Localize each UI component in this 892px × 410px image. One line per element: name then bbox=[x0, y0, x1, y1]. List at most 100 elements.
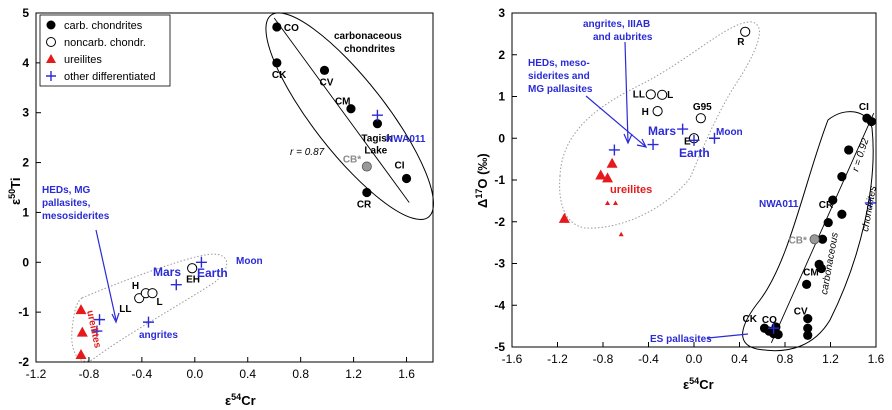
left-heds-label-2: pallasites, bbox=[42, 198, 91, 209]
left-y-tick-label: 5 bbox=[22, 6, 29, 20]
point-label: R bbox=[737, 37, 745, 48]
point-label: CB* bbox=[789, 235, 807, 246]
right-x-tick-label: -1.2 bbox=[547, 352, 568, 366]
heds-arrow bbox=[95, 229, 117, 321]
ureilite-point bbox=[595, 169, 607, 180]
left-plot-frame bbox=[35, 12, 434, 363]
left-x-tick-label: 0.8 bbox=[292, 367, 309, 381]
right-ureilites-label: ureilites bbox=[610, 184, 652, 196]
es-pallasites-arrow bbox=[707, 333, 749, 339]
right-angrites-label-1: angrites, IIIAB bbox=[583, 19, 650, 30]
left-heds-label-3: mesosiderites bbox=[42, 211, 110, 222]
point-label: CO bbox=[762, 315, 777, 326]
carb-chondrite-point bbox=[837, 209, 847, 219]
heds-arrow-head bbox=[636, 138, 648, 148]
differentiated-point bbox=[708, 132, 720, 144]
left-y-tick-label: -2 bbox=[18, 355, 29, 369]
ureilite-point bbox=[75, 304, 87, 315]
carb-chondrite-point bbox=[272, 22, 282, 32]
point-label: EH bbox=[186, 274, 200, 285]
left-y-axis-title: ε50Ti bbox=[7, 177, 23, 205]
ureilite-point bbox=[75, 349, 87, 360]
left-angrites-label: angrites bbox=[139, 330, 178, 341]
right-y-tick-label: 0 bbox=[498, 131, 505, 145]
left-carbonaceous-label-2: chondrites bbox=[344, 44, 396, 55]
right-es-pallasites-label: ES pallasites bbox=[650, 334, 712, 345]
differentiated-point bbox=[91, 325, 103, 337]
right-y-tick-label: -3 bbox=[494, 257, 505, 271]
carb-chondrite-point bbox=[823, 217, 833, 228]
differentiated-point bbox=[170, 279, 182, 291]
point-label: CM bbox=[335, 97, 351, 108]
left-x-tick-label: 0.4 bbox=[239, 367, 256, 381]
legend-marker-other bbox=[46, 71, 56, 81]
right-y-tick-label: -2 bbox=[494, 215, 505, 229]
ureilite-point-small bbox=[618, 231, 624, 237]
right-x-tick-label: -1.6 bbox=[502, 352, 523, 366]
right-nwa-label: NWA011 bbox=[759, 199, 799, 210]
carb-chondrite-point bbox=[401, 173, 412, 184]
legend-marker-carb bbox=[46, 20, 56, 30]
right-x-axis-title: ε54Cr bbox=[683, 376, 714, 392]
point-label: CK bbox=[743, 314, 758, 325]
differentiated-point bbox=[768, 322, 780, 334]
carb-chondrite-point bbox=[817, 234, 828, 244]
carb-chondrite-point bbox=[803, 314, 813, 324]
right-x-tick-label: 0.8 bbox=[777, 352, 794, 366]
point-label: H bbox=[642, 107, 649, 118]
carb-chondrite-point bbox=[803, 323, 813, 333]
point-label: CK bbox=[272, 70, 287, 81]
differentiated-point bbox=[142, 316, 154, 328]
cb-chondrite-point bbox=[361, 161, 372, 172]
left-data-points bbox=[75, 22, 412, 360]
carb-chondrite-point bbox=[773, 329, 783, 340]
right-x-tick-label: -0.8 bbox=[593, 352, 614, 366]
point-label: CI bbox=[395, 161, 405, 172]
point-label: LL bbox=[633, 89, 645, 100]
differentiated-point bbox=[688, 134, 700, 146]
left-nwa-label: NWA011 bbox=[386, 134, 426, 145]
left-heds-label-1: HEDs, MG bbox=[42, 185, 91, 196]
left-y-tick-label: 4 bbox=[22, 56, 29, 70]
left-field-outlines bbox=[71, 12, 434, 362]
ureilite-point bbox=[76, 326, 88, 337]
differentiated-point bbox=[677, 123, 689, 135]
left-legend: carb. chondrites noncarb. chondr. ureili… bbox=[39, 14, 171, 87]
carb-chondrite-point bbox=[866, 116, 877, 127]
left-moon-label: Moon bbox=[236, 256, 263, 267]
point-label: CV bbox=[319, 77, 333, 88]
right-field-outlines bbox=[559, 21, 875, 352]
differentiated-point bbox=[647, 139, 659, 151]
differentiated-point bbox=[608, 144, 620, 156]
left-y-tick-label: 1 bbox=[22, 205, 29, 219]
left-x-tick-label: 1.2 bbox=[345, 367, 362, 381]
differentiated-point bbox=[94, 314, 106, 326]
cb-chondrite-point bbox=[809, 234, 820, 245]
noncarb-chondrite-point bbox=[187, 263, 198, 274]
right-y-tick-label: 1 bbox=[498, 90, 505, 104]
regression-line bbox=[770, 113, 875, 344]
right-x-tick-label: 0.4 bbox=[731, 352, 748, 366]
carb-chondrite-point bbox=[362, 187, 372, 198]
differentiated-point bbox=[195, 256, 207, 268]
right-data-points bbox=[558, 26, 877, 340]
point-label: CO bbox=[284, 23, 299, 34]
left-earth-label: Earth bbox=[197, 266, 228, 280]
right-y-axis-title: Δ17O (‰) bbox=[474, 153, 490, 208]
noncarb-chondrite-point bbox=[652, 106, 663, 117]
right-mars-label: Mars bbox=[648, 124, 676, 138]
noncarb-chondrite-point bbox=[147, 288, 158, 299]
inner-solar-system-field bbox=[71, 253, 228, 362]
noncarb-chondrite-point bbox=[695, 113, 706, 124]
carb-chondrite-point bbox=[346, 104, 356, 114]
ureilite-point-small bbox=[613, 200, 619, 205]
angrites-arrow bbox=[624, 41, 629, 143]
right-y-tick-label: 3 bbox=[498, 6, 505, 20]
carbonaceous-chondrites-field bbox=[742, 111, 874, 352]
carb-chondrite-point bbox=[828, 195, 838, 205]
point-label: CR bbox=[357, 199, 372, 210]
